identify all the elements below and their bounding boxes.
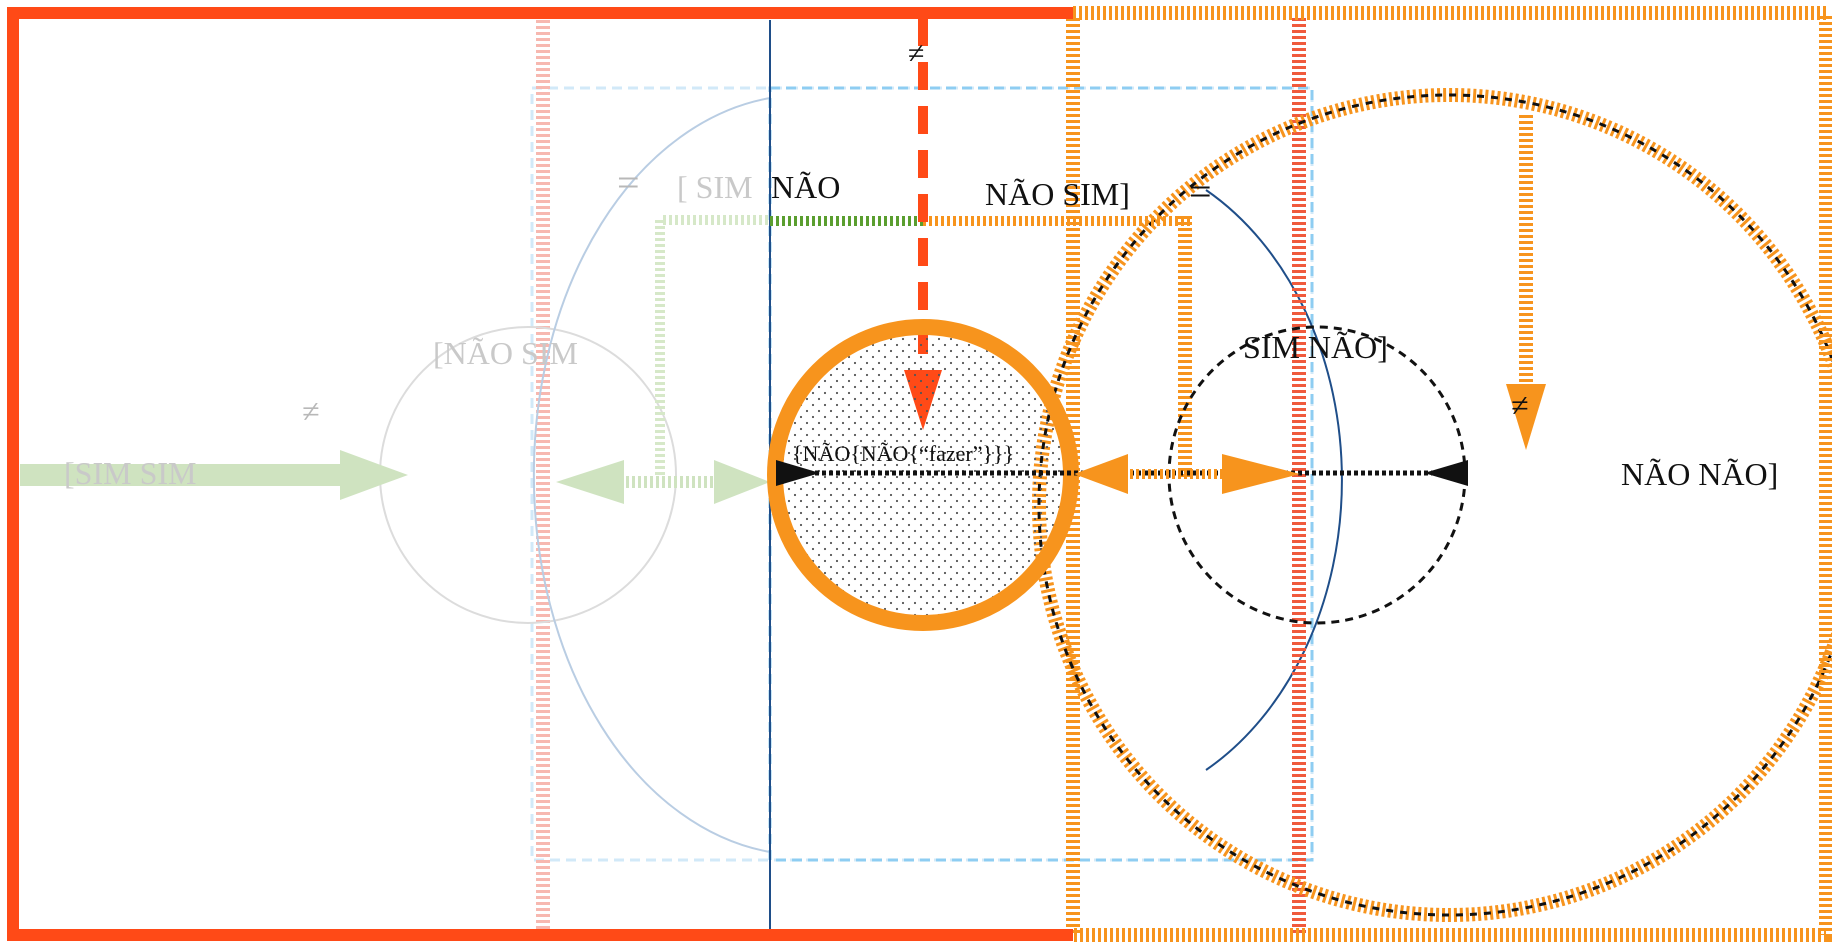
label-neq-top: ≠ xyxy=(908,37,924,70)
dark-blue-arc xyxy=(1205,189,1343,771)
faded-green-arrowhead-right xyxy=(714,460,770,504)
faded-gray-circle xyxy=(379,326,677,624)
label-nao-sim-bracket: NÃO SIM] xyxy=(985,176,1130,212)
label-sim-bracket-faded: [ SIM xyxy=(677,169,753,205)
large-orange-striped-circle xyxy=(1032,88,1832,922)
label-nao-nao-bracket: NÃO NÃO] xyxy=(1621,456,1778,492)
black-arrowhead-right-pointing-left xyxy=(1424,460,1468,486)
label-neq-right: ≠ xyxy=(1511,387,1529,423)
orange-arrowhead-right xyxy=(1222,454,1300,494)
outer-frame-red xyxy=(7,7,1073,941)
label-neq-left: ≠ xyxy=(302,393,320,429)
label-eq-faded: = xyxy=(617,160,640,205)
faded-green-arrow xyxy=(20,450,408,500)
faded-blue-arc xyxy=(532,97,771,853)
label-nao-top: NÃO xyxy=(771,169,840,205)
label-sim-sim: [SIM SIM xyxy=(64,455,196,491)
outer-frame-orange-striped xyxy=(1073,6,1832,942)
orange-down-arrowhead xyxy=(1506,384,1546,450)
orange-arrowhead-left xyxy=(1074,454,1128,494)
black-arrowhead-left-pointing-right xyxy=(776,460,820,486)
label-eq-right: = xyxy=(1189,169,1212,214)
faded-green-connector xyxy=(655,215,770,475)
label-nao-sim-left: [NÃO SIM xyxy=(433,335,578,371)
label-sim-nao-bracket: SIM NÃO] xyxy=(1243,329,1388,365)
label-center-text: {NÃO{NÃO{“fazer”}}} xyxy=(792,441,1014,466)
faded-green-arrowhead-left xyxy=(556,460,624,504)
